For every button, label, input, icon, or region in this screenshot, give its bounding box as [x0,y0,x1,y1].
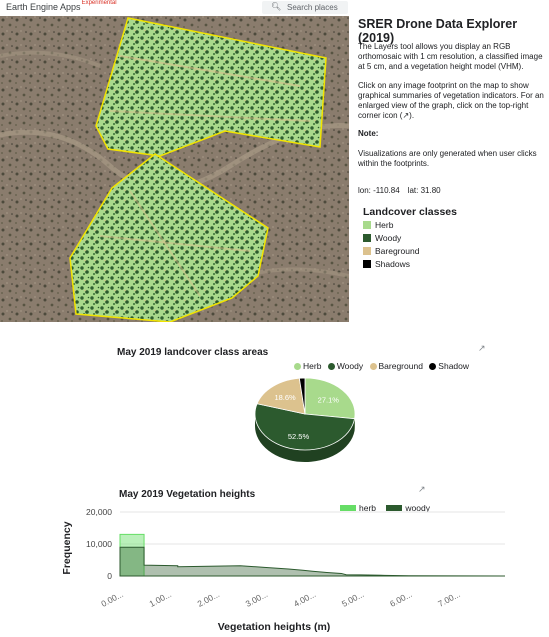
lon-readout: lon: -110.84 [358,186,400,195]
pie-slice-herb [304,377,356,420]
panel-title: SRER Drone Data Explorer (2019) [358,17,518,45]
x-tick-label: 2.00... [196,589,222,609]
search-places-box[interactable]: 🔍︎ Search places [262,1,348,14]
footprint-south [69,153,269,322]
legend-swatch [340,505,356,511]
pie-side-woody [255,414,355,463]
legend-label: herb [359,503,377,513]
panel-intro: The Layers tool allows you display an RG… [358,42,543,71]
x-axis-title: Vegetation heights (m) [218,621,331,633]
pie-legend-item-shadow: Shadow [429,361,469,371]
legend-label: Bareground [378,361,423,371]
height-legend: herb woody [340,503,430,513]
pie-legend: Herb Woody Bareground Shadow [294,361,469,371]
legend-label: Woody [375,233,402,243]
pie-chart: 27.1% 52.5% 18.6% [254,377,356,463]
pie-data-label: 18.6% [274,393,296,402]
legend-item-woody: Woody [363,233,401,243]
x-tick-label: 5.00... [340,589,366,609]
vegetation-height-chart: 0 10,000 20,000 0.00... 1.00... 2.00... 3.00..… [61,507,506,633]
y-tick-label: 10,000 [86,539,112,549]
app-title[interactable]: Earth Engine AppsExperimental [6,0,117,12]
legend-swatch [363,234,371,242]
note-text: Visualizations are only generated when u… [358,149,537,168]
x-tick-label: 6.00... [388,589,414,609]
y-tick-label: 20,000 [86,507,112,517]
lat-readout: lat: 31.80 [407,186,441,195]
area-series-woody [119,546,506,577]
legend-item-herb: Herb [363,220,393,230]
legend-item-bareground: Bareground [363,246,419,256]
pie-data-label: 52.5% [288,432,310,441]
search-placeholder: Search places [287,3,338,12]
legend-title: Landcover classes [363,206,457,218]
x-tick-label: 1.00... [147,589,173,609]
pie-slice-bareground [256,377,306,415]
x-tick-label: 3.00... [244,589,270,609]
pie-expand-icon[interactable]: ↗ [478,343,486,353]
height-chart-title: May 2019 Vegetation heights [119,489,256,500]
legend-label: woody [405,503,430,513]
y-axis-title: Frequency [61,521,73,574]
pie-data-label: 27.1% [318,395,340,404]
pie-legend-item-woody: Woody [327,361,364,371]
panel-instructions: Click on any image footprint on the map … [358,81,544,120]
legend-dot [327,362,335,370]
legend-label: Bareground [375,246,420,256]
legend-dot [429,362,437,370]
legend-label: Shadows [375,259,410,269]
footprint-north [95,17,327,157]
search-icon: 🔍︎ [271,2,282,11]
height-expand-icon[interactable]: ↗ [418,484,426,494]
info-panel: SRER Drone Data Explorer (2019) The Laye… [358,0,546,195]
legend-label: Shadow [438,361,470,371]
coordinates-readout: lon: -110.84 lat: 31.80 [358,186,449,196]
legend-swatch [386,505,403,511]
legend-dot [294,362,301,370]
y-tick-label: 0 [107,571,112,581]
x-tick-label: 0.00... [99,589,125,609]
legend-label: Herb [375,220,394,230]
x-tick-label: 4.00... [292,589,318,609]
legend-swatch [363,247,371,255]
legend-label: Woody [336,361,364,371]
pie-slice-shadow [298,377,306,415]
app-header: Earth Engine AppsExperimental 🔍︎ Search … [0,0,349,17]
legend-dot [369,362,377,370]
legend-item-shadows: Shadows [363,259,410,269]
note-label: Note: [358,129,379,138]
height-legend-item-woody: woody [386,503,430,513]
legend-swatch [363,221,371,229]
legend-swatch [363,260,371,268]
map-canvas[interactable] [0,16,349,322]
pie-slice-woody [254,403,356,451]
x-tick-label: 7.00... [436,589,462,609]
app-name: Earth Engine Apps [6,2,81,12]
pie-legend-item-herb: Herb [294,361,321,371]
experimental-badge: Experimental [81,0,117,6]
legend-label: Herb [303,361,322,371]
pie-chart-title: May 2019 landcover class areas [117,347,269,358]
height-legend-item-herb: herb [340,503,376,513]
pie-legend-item-bareground: Bareground [369,361,423,371]
